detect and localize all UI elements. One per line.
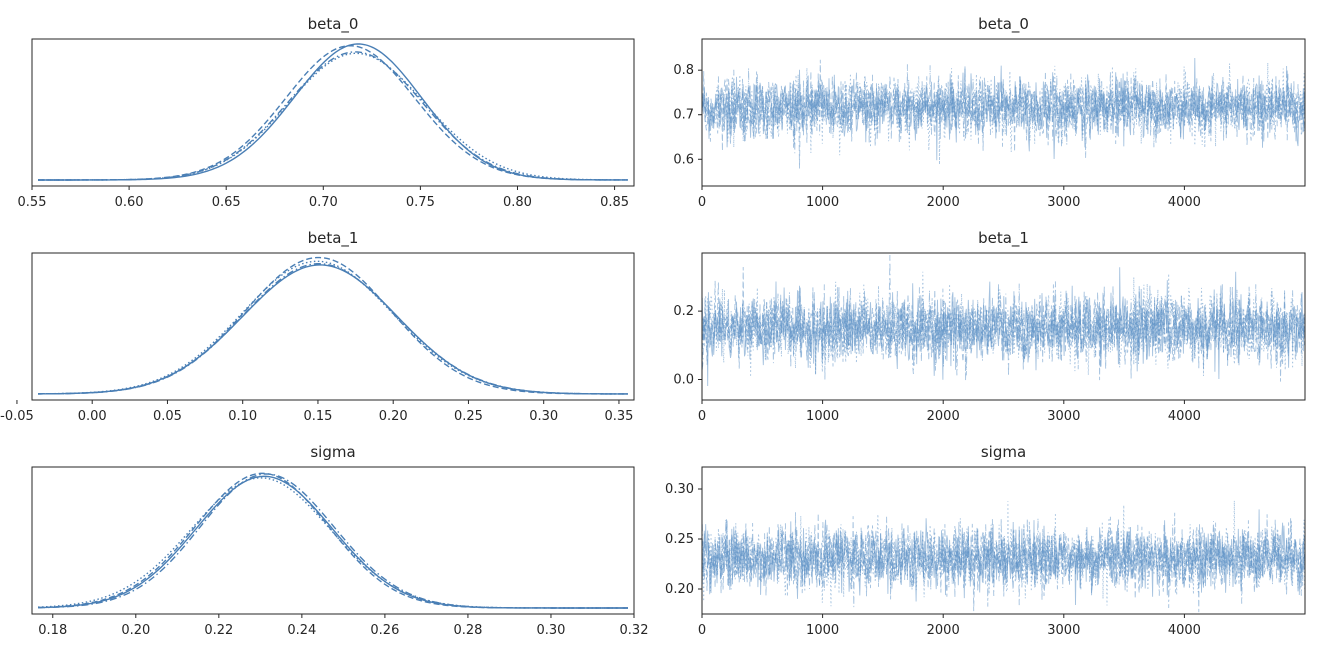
x-tick-label: 3000 xyxy=(1047,623,1080,638)
x-tick-label: 2000 xyxy=(927,195,960,210)
kde-panel-beta_1: beta_1 -0.05 0.00 0.05 0.10 0.15 0.20 0.25 0.30 0… xyxy=(0,229,635,424)
x-tick-label: 4000 xyxy=(1168,195,1201,210)
trace-line-chain-1 xyxy=(701,266,1306,382)
kde-line-chain_2 xyxy=(38,52,628,181)
panel-title: beta_0 xyxy=(978,15,1029,34)
kde-line-chain_1 xyxy=(38,472,628,609)
x-tick-label: 0.80 xyxy=(503,195,532,210)
kde-line-chain_1 xyxy=(38,256,628,395)
panel-title: beta_1 xyxy=(308,229,359,248)
x-tick-label: 0.05 xyxy=(153,409,182,424)
trace-line-chain-2 xyxy=(701,62,1306,165)
kde-line-chain_2 xyxy=(38,260,628,395)
y-tick-label: 0.25 xyxy=(665,532,694,547)
axes-frame xyxy=(701,38,1306,187)
x-tick-label: 0.22 xyxy=(204,623,233,638)
x-tick-label: 1000 xyxy=(806,195,839,210)
x-tick-label: 0 xyxy=(698,623,706,638)
x-tick-label: 0.85 xyxy=(600,195,629,210)
x-tick-label: 2000 xyxy=(927,623,960,638)
x-tick-label: 1000 xyxy=(806,409,839,424)
y-tick-label: 0.6 xyxy=(673,152,694,167)
x-tick-label: 0 xyxy=(698,409,706,424)
axes-frame xyxy=(31,38,635,187)
panel-title: beta_1 xyxy=(978,229,1029,248)
x-tick-label: 0.26 xyxy=(370,623,399,638)
x-tick-label: 0.60 xyxy=(115,195,144,210)
axes-frame xyxy=(31,252,635,401)
x-tick-label: 0.00 xyxy=(78,409,107,424)
x-tick-label: 0.32 xyxy=(620,623,649,638)
axes-frame xyxy=(31,466,635,615)
y-tick-label: 0.7 xyxy=(673,108,694,123)
trace-line-chain-3 xyxy=(701,254,1306,380)
trace-line-chain-2 xyxy=(701,500,1306,607)
x-tick-label: 2000 xyxy=(927,409,960,424)
trace-panel-beta_0: beta_0 0 1000 2000 3000 4000 0.6 0.7 0.8 xyxy=(673,15,1306,210)
kde-line-chain_3 xyxy=(38,263,628,395)
x-tick-label: 0.55 xyxy=(18,195,47,210)
x-tick-label: 0.70 xyxy=(309,195,338,210)
kde-line-chain_3 xyxy=(38,473,628,609)
x-tick-label: 0.25 xyxy=(454,409,483,424)
axes-frame xyxy=(701,466,1306,615)
kde-panel-beta_0: beta_0 0.55 0.60 0.65 0.70 0.75 0.80 0.85 xyxy=(18,15,635,210)
x-tick-label: 0.30 xyxy=(536,623,565,638)
x-tick-label: 0.20 xyxy=(379,409,408,424)
x-tick-label: 3000 xyxy=(1047,195,1080,210)
panel-title: beta_0 xyxy=(308,15,359,34)
x-tick-label: 0.30 xyxy=(529,409,558,424)
x-tick-label: 0.15 xyxy=(303,409,332,424)
kde-line-chain_0 xyxy=(38,43,628,181)
y-tick-label: 0.20 xyxy=(665,582,694,597)
kde-line-chain_2 xyxy=(37,477,628,609)
kde-line-chain_0 xyxy=(38,475,628,609)
x-tick-label: 4000 xyxy=(1168,623,1201,638)
y-tick-label: 0.2 xyxy=(673,304,694,319)
x-tick-label: 0.24 xyxy=(287,623,316,638)
y-tick-label: 0.0 xyxy=(673,372,694,387)
x-tick-label: -0.05 xyxy=(0,409,34,424)
trace-panel-beta_1: beta_1 0 1000 2000 3000 4000 0.0 0.2 xyxy=(673,229,1306,424)
panel-title: sigma xyxy=(981,443,1026,461)
panel-title: sigma xyxy=(310,443,355,461)
kde-panel-sigma: sigma 0.18 0.20 0.22 0.24 0.26 0.28 0.30 0.32 xyxy=(31,443,649,638)
x-tick-label: 0.18 xyxy=(38,623,67,638)
kde-line-chain_0 xyxy=(38,264,628,395)
x-tick-label: 0.65 xyxy=(212,195,241,210)
x-tick-label: 0.75 xyxy=(406,195,435,210)
x-tick-label: 0 xyxy=(698,195,706,210)
trace-panel-sigma: sigma 0 1000 2000 3000 4000 0.20 0.25 0.30 xyxy=(665,443,1306,638)
y-tick-label: 0.30 xyxy=(665,482,694,497)
x-tick-label: 0.35 xyxy=(604,409,633,424)
axes-frame xyxy=(701,252,1306,401)
x-tick-label: 3000 xyxy=(1047,409,1080,424)
x-tick-label: 0.28 xyxy=(453,623,482,638)
x-tick-label: 4000 xyxy=(1168,409,1201,424)
x-tick-label: 0.10 xyxy=(228,409,257,424)
trace-line-chain-2 xyxy=(701,271,1306,378)
kde-line-chain_1 xyxy=(38,45,628,181)
kde-line-chain_3 xyxy=(38,51,628,181)
trace-line-chain-3 xyxy=(701,64,1306,158)
x-tick-label: 1000 xyxy=(806,623,839,638)
x-tick-label: 0.20 xyxy=(121,623,150,638)
y-tick-label: 0.8 xyxy=(673,63,694,78)
trace-line-chain-3 xyxy=(701,516,1306,609)
